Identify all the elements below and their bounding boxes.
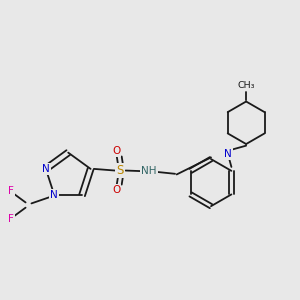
Text: F: F [8,186,14,196]
Text: N: N [224,149,232,159]
Text: F: F [8,214,14,224]
Text: O: O [112,146,120,156]
Text: N: N [50,190,58,200]
Text: CH₃: CH₃ [237,81,255,90]
Text: S: S [116,164,124,177]
Text: NH: NH [141,166,157,176]
Text: N: N [42,164,50,174]
Text: O: O [112,185,120,195]
